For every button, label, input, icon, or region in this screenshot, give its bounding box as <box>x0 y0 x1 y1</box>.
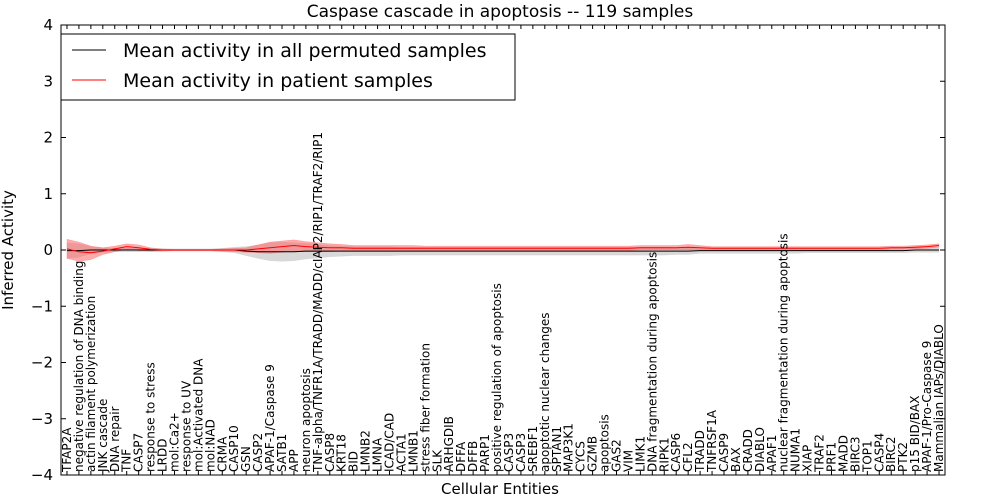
entity-label: TNF-alpha/TNFR1A/TRADD/MADD/cIAP2/RIP1/T… <box>311 132 325 473</box>
entity-label: apoptotic nuclear changes <box>538 313 552 472</box>
entity-label: apoptosis <box>598 414 612 472</box>
entity-label: PRF1 <box>825 442 839 472</box>
entity-label: ACTA1 <box>395 433 409 472</box>
entity-label: BID <box>347 451 361 472</box>
entity-label: APAF-1/Pro-Caspase 9 <box>920 341 934 472</box>
entity-label: DNA repair <box>108 406 122 472</box>
entity-label: Mammalian IAPs/DIABLO <box>932 324 946 472</box>
entity-label: XIAP <box>801 445 815 472</box>
entity-label: DFFA <box>454 441 468 472</box>
y-tick-label: 1 <box>43 185 53 203</box>
y-tick-label: 4 <box>43 16 53 34</box>
entity-label: GAS2 <box>610 439 624 472</box>
entity-label: CASP2 <box>251 433 265 472</box>
entity-label: SLK <box>430 449 444 472</box>
entity-label: CRADD <box>741 429 755 472</box>
entity-label: LMNA <box>371 437 385 472</box>
entity-label: CASP9 <box>717 433 731 472</box>
entity-label: RIPK1 <box>657 437 671 472</box>
entity-label: mol:Activated DNA <box>191 358 205 472</box>
y-tick-label: −1 <box>31 297 53 315</box>
legend-frame <box>60 33 516 101</box>
y-tick-label: 3 <box>43 72 53 90</box>
entity-label: APAF1 <box>765 435 779 472</box>
entity-label: CASP3 <box>514 433 528 472</box>
legend-label-permuted: Mean activity in all permuted samples <box>123 40 486 62</box>
legend: Mean activity in all permuted samples Me… <box>60 33 516 101</box>
x-axis-title: Cellular Entities <box>441 480 559 498</box>
entity-label: mol:Ca2+ <box>168 412 182 472</box>
entity-label: actin filament polymerization <box>84 296 98 472</box>
entity-label: CASP6 <box>669 433 683 472</box>
entity-label: DFFB <box>466 441 480 472</box>
entity-label: mol:NAD <box>203 419 217 472</box>
entity-label: NUMA1 <box>789 428 803 472</box>
entity-label: response to stress <box>144 362 158 472</box>
entity-label: PTK2 <box>896 442 910 472</box>
entity-label: CASP3 <box>502 433 516 472</box>
entity-label: KRT18 <box>335 434 349 472</box>
entity-label: p15 BID/BAX <box>908 396 922 472</box>
series-lines <box>66 244 940 254</box>
entity-label: TFAP2A <box>60 427 74 473</box>
entity-label: DNA fragmentation during apoptosis <box>645 252 659 472</box>
legend-label-patient: Mean activity in patient samples <box>123 70 433 92</box>
entity-label: SPTAN1 <box>550 426 564 472</box>
entity-label: nuclear fragmentation during apoptosis <box>777 233 791 472</box>
entity-label: APAF-1/Caspase 9 <box>263 364 277 472</box>
y-tick-label: −3 <box>31 410 53 428</box>
entity-label: SREBF1 <box>526 426 540 472</box>
entity-label: MAP3K1 <box>562 423 576 472</box>
y-tick-label: 0 <box>43 241 53 259</box>
entity-label: positive regulation of apoptosis <box>490 283 504 472</box>
x-ticks <box>66 25 940 475</box>
entity-label: TRAF2 <box>813 434 827 473</box>
plot-area-frame <box>60 24 946 476</box>
entity-label: GZMB <box>586 436 600 472</box>
entity-label: CASP4 <box>872 433 886 472</box>
entity-label: negative regulation of DNA binding <box>72 261 86 472</box>
entity-label: APP <box>287 449 301 472</box>
entity-label: CYCS <box>574 441 588 472</box>
y-tick-label: 2 <box>43 129 53 147</box>
band-permuted <box>66 241 940 262</box>
entity-label: CFL2 <box>681 442 695 472</box>
entity-label: VIM <box>621 450 635 472</box>
entity-label: DIABLO <box>753 427 767 472</box>
entity-label: CRMA <box>215 436 229 472</box>
entity-label: PARP1 <box>478 434 492 472</box>
entity-label: BIRC2 <box>884 436 898 472</box>
entity-label: LIMK1 <box>633 436 647 472</box>
entity-label: TNF <box>120 449 134 473</box>
entity-label: GSN <box>239 446 253 472</box>
y-axis-title: Inferred Activity <box>0 190 17 310</box>
entity-label: stress fiber formation <box>418 343 432 472</box>
entity-label: SATB1 <box>275 434 289 472</box>
entity-label: BAX <box>729 447 743 472</box>
entity-label: response to UV <box>179 380 193 472</box>
entity-label: CASP8 <box>323 433 337 472</box>
entity-label: CASP10 <box>227 425 241 472</box>
entity-label: LMNB2 <box>359 430 373 472</box>
entity-label: TRADD <box>693 430 707 473</box>
entity-label: LMNB1 <box>406 430 420 472</box>
entity-label: JNK cascade <box>96 399 110 473</box>
entity-label: CASP7 <box>132 433 146 472</box>
entity-label: MADD <box>837 435 851 472</box>
entity-label: LRDD <box>156 438 170 472</box>
y-tick-label: −2 <box>31 354 53 372</box>
entity-label: ICAD/CAD <box>383 413 397 472</box>
entity-label: BIRC3 <box>848 436 862 472</box>
entity-label: TNFRSF1A <box>705 409 719 473</box>
line-patient <box>66 244 940 254</box>
chart-title: Caspase cascade in apoptosis -- 119 samp… <box>307 2 694 22</box>
y-tick-label: −4 <box>31 466 53 484</box>
entity-label: ARHGDIB <box>442 416 456 472</box>
entity-label: TOP1 <box>860 440 874 473</box>
entity-label: neuron apoptosis <box>299 368 313 472</box>
